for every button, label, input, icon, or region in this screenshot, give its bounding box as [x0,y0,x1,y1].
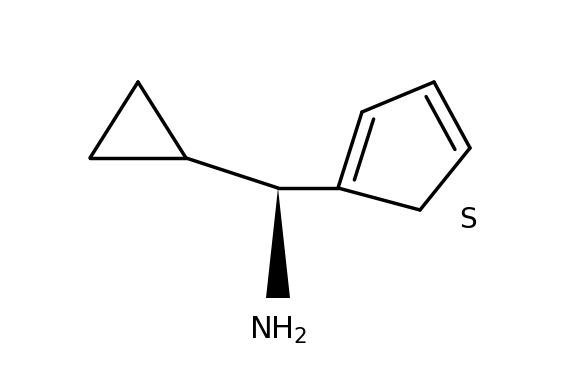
Polygon shape [266,188,290,298]
Text: S: S [459,206,477,234]
Text: NH$_2$: NH$_2$ [249,314,307,346]
